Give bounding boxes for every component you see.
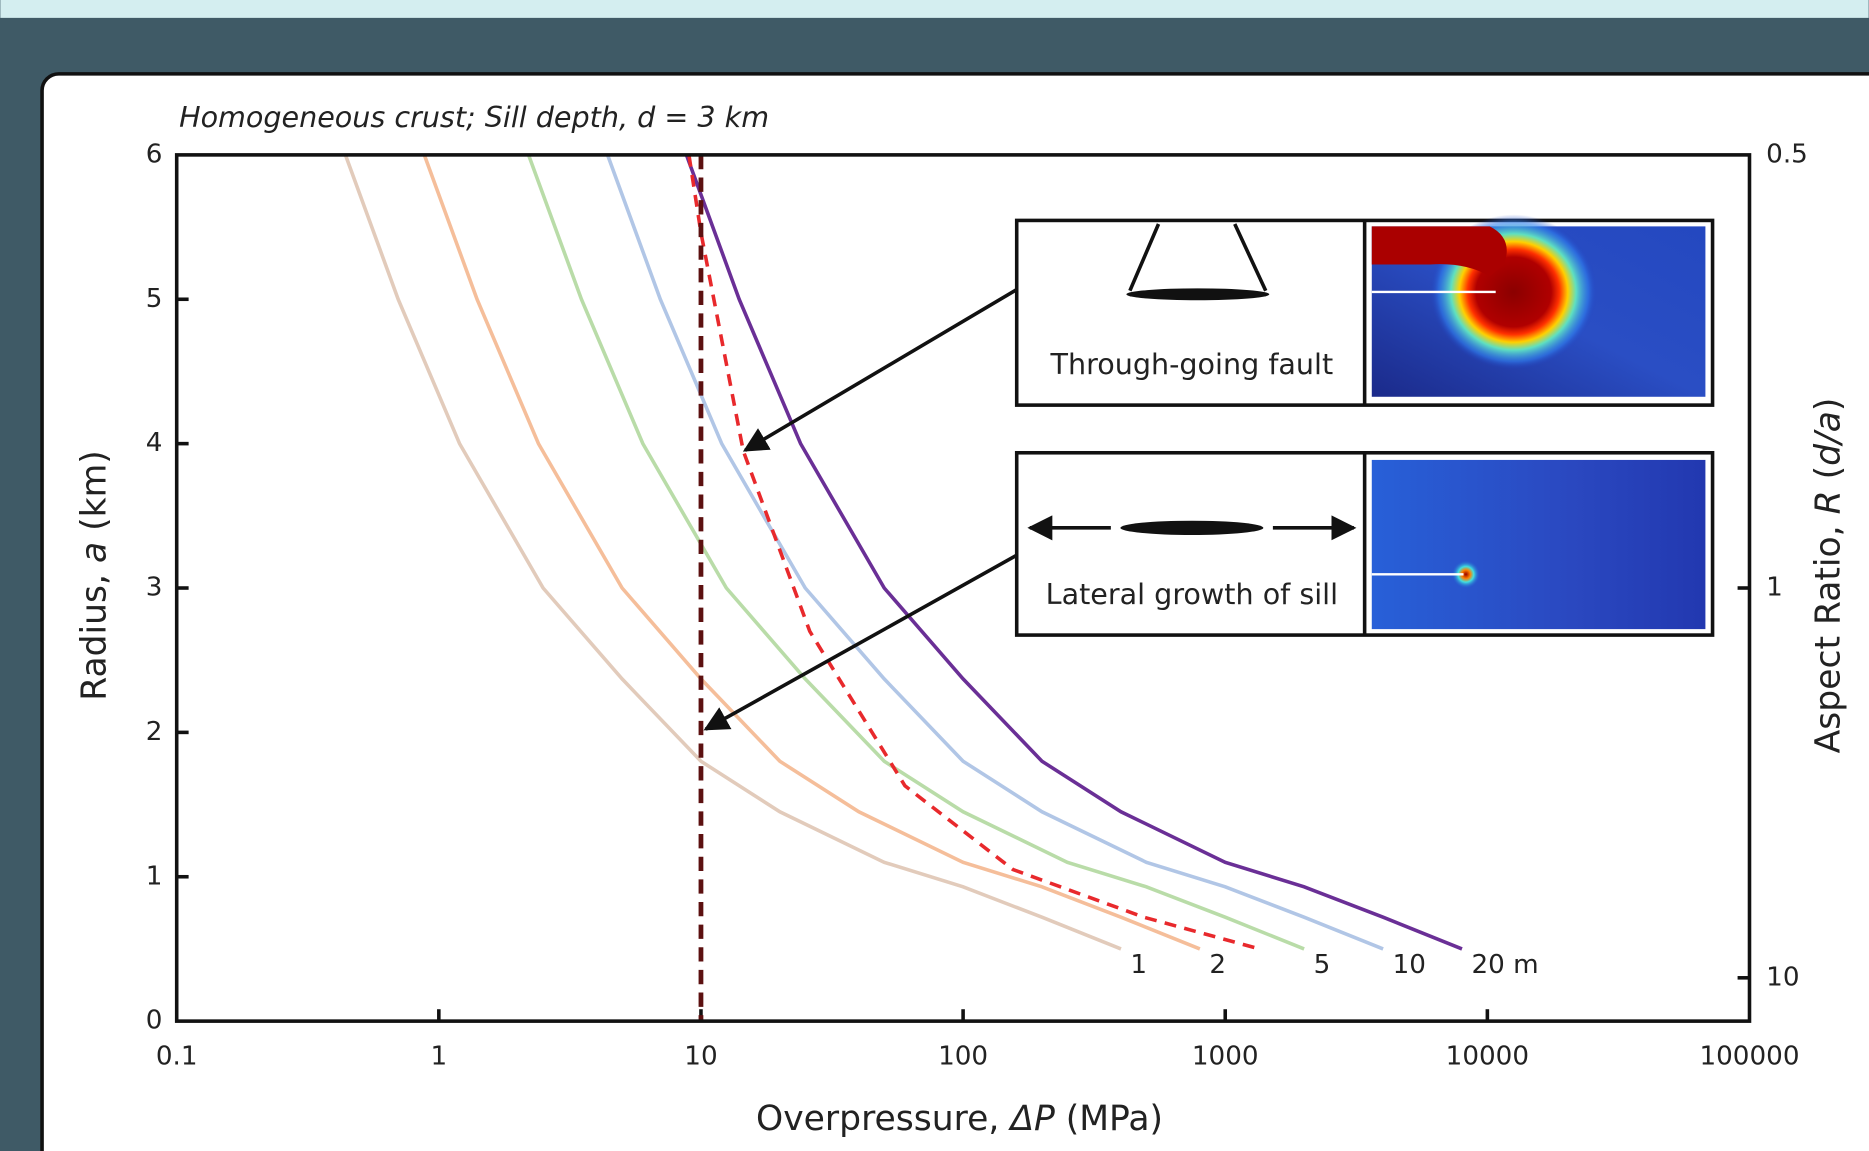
y-tick-label: 1 — [146, 861, 163, 891]
inset-fault: Through-going fault — [1014, 214, 1715, 407]
top-strip — [0, 0, 1869, 18]
curve-label: 20 m — [1471, 950, 1538, 980]
curve-label: 5 — [1314, 950, 1331, 980]
curve-label: 10 — [1393, 950, 1426, 980]
sill-icon — [1126, 288, 1270, 301]
y2-tick-label: 1 — [1766, 573, 1783, 603]
inset-label: Through-going fault — [1050, 347, 1334, 381]
y-tick-label: 4 — [146, 428, 163, 458]
curve — [684, 154, 1463, 951]
x-axis-title: Overpressure, ΔP (MPa) — [756, 1099, 1163, 1139]
x-tick-label: 1 — [430, 1041, 447, 1071]
y-tick-label: 5 — [146, 284, 163, 314]
y-axis-title: Radius, a (km) — [74, 450, 114, 701]
heat-dot — [1451, 560, 1481, 589]
fault-icon — [1128, 223, 1268, 292]
curve — [343, 154, 1122, 951]
plot: 0.1 1 10 100 1000 10000 100000 0 1 2 3 4 5 6 0.5 1 10 1 2 5… — [146, 139, 1808, 1071]
chart-title: Homogeneous crust; Sill depth, d = 3 km — [179, 100, 769, 134]
curve — [422, 154, 1201, 951]
x-tick-label: 1000 — [1192, 1041, 1259, 1071]
plot-frame — [174, 153, 1752, 1023]
curve-label: 2 — [1209, 950, 1226, 980]
y-tick-label: 0 — [146, 1006, 163, 1036]
inset-label: Lateral growth of sill — [1046, 577, 1338, 611]
pointer-arrow — [742, 287, 1018, 452]
x-tick-label: 10 — [684, 1041, 717, 1071]
x-tick-label: 100000 — [1699, 1041, 1799, 1071]
curve — [526, 154, 1305, 951]
y-tick-label: 3 — [146, 573, 163, 603]
heatmap — [1371, 459, 1706, 630]
y2-tick-label: 0.5 — [1766, 139, 1808, 169]
heat-band — [1371, 226, 1507, 277]
y-tick-label: 2 — [146, 717, 163, 747]
x-tick-label: 100 — [938, 1041, 988, 1071]
curve-label: 1 — [1130, 950, 1147, 980]
x-tick-label: 10000 — [1446, 1041, 1529, 1071]
x-tick-label: 0.1 — [156, 1041, 198, 1071]
inset-sill: Lateral growth of sill — [1014, 450, 1715, 637]
y-tick-label: 6 — [146, 139, 163, 169]
y2-tick-label: 10 — [1766, 962, 1799, 992]
pointer-arrow — [703, 553, 1018, 731]
sill-icon — [1120, 520, 1264, 535]
y2-axis-title: Aspect Ratio, R (d/a) — [1808, 398, 1848, 754]
